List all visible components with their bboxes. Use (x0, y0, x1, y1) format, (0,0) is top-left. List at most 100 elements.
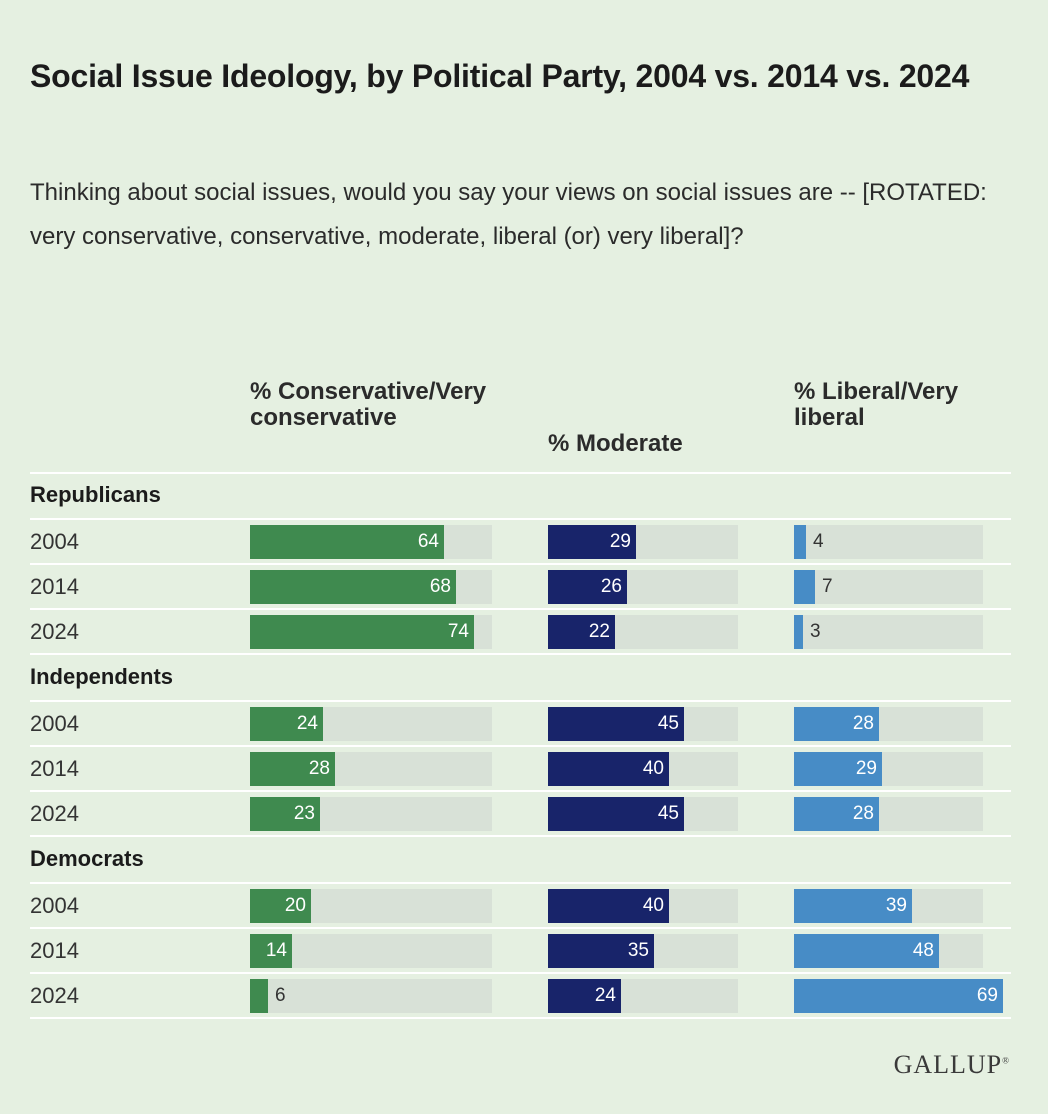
bar-moderate (548, 889, 669, 923)
bar-conservative (250, 570, 456, 604)
year-label: 2014 (30, 938, 79, 963)
row-divider (30, 790, 1011, 792)
bar-conservative (250, 934, 292, 968)
data-label: 29 (855, 758, 877, 779)
bar-moderate (548, 525, 636, 559)
bar-liberal (794, 525, 806, 559)
year-label: 2004 (30, 711, 79, 736)
group-label-democrats: Democrats (30, 846, 144, 871)
bar-track-liberal: 4 (794, 525, 983, 559)
year-label: 2004 (30, 893, 79, 918)
data-label: 68 (429, 576, 451, 597)
data-label: 26 (600, 576, 622, 597)
data-label: 45 (657, 803, 679, 824)
gallup-logo: GALLUP® (893, 1050, 1010, 1079)
bar-conservative (250, 889, 311, 923)
bar-conservative (250, 979, 268, 1013)
bar-conservative (250, 615, 474, 649)
row-divider (30, 700, 1011, 702)
bar-track-conservative: 6 (250, 979, 492, 1013)
column-header-liberal: % Liberal/Very liberal (794, 378, 959, 431)
data-label: 20 (284, 895, 306, 916)
year-label: 2014 (30, 756, 79, 781)
bar-moderate (548, 934, 654, 968)
group-label-independents: Independents (30, 664, 174, 689)
bar-track-liberal: 29 (794, 752, 983, 786)
data-label: 40 (642, 758, 664, 779)
bar-liberal (794, 752, 882, 786)
row-divider (30, 608, 1011, 610)
chart-subtitle: Thinking about social issues, would you … (30, 179, 987, 250)
group-divider (30, 835, 1011, 837)
bar-liberal (794, 797, 879, 831)
bar-track-conservative: 24 (250, 707, 492, 741)
bar-liberal (794, 570, 815, 604)
bar-track-conservative: 64 (250, 525, 492, 559)
bar-track-moderate: 35 (548, 934, 738, 968)
bar-track-conservative: 28 (250, 752, 492, 786)
group-divider (30, 1017, 1011, 1019)
bar-track-moderate: 22 (548, 615, 738, 649)
year-label: 2014 (30, 574, 79, 599)
data-label: 22 (588, 621, 610, 642)
data-label: 28 (852, 803, 874, 824)
bar-conservative (250, 797, 320, 831)
bar-track-liberal: 3 (794, 615, 983, 649)
bar-track-conservative: 20 (250, 889, 492, 923)
data-label: 3 (810, 621, 821, 642)
row-divider (30, 882, 1011, 884)
row-divider (30, 927, 1011, 929)
bar-track-moderate: 45 (548, 707, 738, 741)
bar-track-liberal: 7 (794, 570, 983, 604)
data-label: 23 (293, 803, 315, 824)
data-label: 40 (642, 895, 664, 916)
header-divider (30, 472, 1011, 474)
bar-moderate (548, 752, 669, 786)
data-label: 69 (976, 985, 998, 1006)
group-label-republicans: Republicans (30, 482, 161, 507)
column-header-conservative: % Conservative/Very conservative (250, 378, 487, 431)
bar-moderate (548, 707, 684, 741)
year-label: 2024 (30, 983, 79, 1008)
bar-track-liberal: 39 (794, 889, 983, 923)
bar-track-moderate: 26 (548, 570, 738, 604)
bar-track-conservative: 68 (250, 570, 492, 604)
group-divider (30, 653, 1011, 655)
bar-moderate (548, 797, 684, 831)
data-label: 24 (594, 985, 616, 1006)
bar-track-liberal: 48 (794, 934, 983, 968)
bar-conservative (250, 752, 335, 786)
bar-moderate (548, 979, 621, 1013)
bar-track-moderate: 40 (548, 889, 738, 923)
year-label: 2024 (30, 619, 79, 644)
year-label: 2024 (30, 801, 79, 826)
bar-track-moderate: 24 (548, 979, 738, 1013)
bar-track-conservative: 23 (250, 797, 492, 831)
data-label: 39 (885, 895, 907, 916)
bar-track-moderate: 29 (548, 525, 738, 559)
bar-track-liberal: 28 (794, 707, 983, 741)
bar-track-liberal: 69 (794, 979, 1003, 1013)
row-divider (30, 972, 1011, 974)
bar-track-liberal: 28 (794, 797, 983, 831)
data-label: 24 (296, 713, 318, 734)
bar-track-conservative: 74 (250, 615, 492, 649)
bar-track-moderate: 45 (548, 797, 738, 831)
bar-moderate (548, 570, 627, 604)
row-divider (30, 563, 1011, 565)
bar-liberal (794, 615, 803, 649)
bar-liberal (794, 707, 879, 741)
bar-liberal (794, 979, 1003, 1013)
bar-track-conservative: 14 (250, 934, 492, 968)
bar-conservative (250, 707, 323, 741)
data-label: 35 (627, 940, 649, 961)
data-label: 4 (813, 531, 824, 552)
row-divider (30, 518, 1011, 520)
data-label: 64 (417, 531, 439, 552)
data-label: 6 (275, 985, 286, 1006)
data-label: 48 (912, 940, 934, 961)
year-label: 2004 (30, 529, 79, 554)
data-label: 45 (657, 713, 679, 734)
data-label: 74 (447, 621, 469, 642)
row-divider (30, 745, 1011, 747)
